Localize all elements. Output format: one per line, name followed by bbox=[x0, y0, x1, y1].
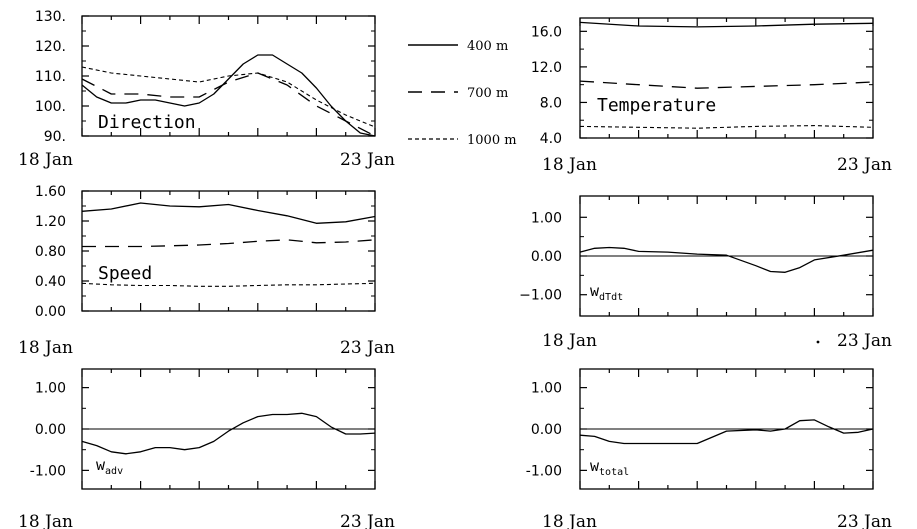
wtotal-xtick-label-start: 18 Jan bbox=[542, 512, 597, 529]
speed-series-700m bbox=[82, 239, 376, 248]
speed-ytick-label: 0.00 bbox=[35, 304, 66, 320]
wadv-xtick-label-end: 23 Jan bbox=[340, 512, 395, 529]
speed-xtick-label-end: 23 Jan bbox=[340, 338, 395, 358]
wadv-panel: 1.00 0.00 -1.00 18 Jan 23 Jan wadv bbox=[18, 368, 395, 529]
wdTdt-xtick-label-end: 23 Jan bbox=[837, 331, 892, 351]
speed-series-400m bbox=[81, 202, 376, 224]
wtotal-ytick-label: 0.00 bbox=[531, 422, 562, 438]
speed-ytick-label: 1.20 bbox=[35, 214, 66, 230]
direction-series-700m bbox=[81, 72, 376, 137]
speed-ytick-label: 1.60 bbox=[35, 184, 66, 200]
speed-frame bbox=[81, 190, 376, 312]
speed-title: Speed bbox=[98, 263, 152, 284]
legend-label-400m: 400 m bbox=[467, 39, 508, 54]
temperature-ytick-label: 16.0 bbox=[531, 24, 562, 40]
wtotal-ytick-label: -1.00 bbox=[526, 463, 562, 479]
wdTdt-xtick-label-start: 18 Jan bbox=[542, 331, 597, 351]
wdTdt-panel: 1.00 0.00 −1.00 18 Jan 23 Jan wdTdt bbox=[519, 195, 892, 351]
wtotal-panel: 1.00 0.00 -1.00 18 Jan 23 Jan wtotal bbox=[526, 368, 892, 529]
speed-ytick-label: 0.40 bbox=[35, 274, 66, 290]
temperature-ytick-label: 12.0 bbox=[531, 60, 562, 76]
direction-series-400m bbox=[81, 54, 376, 137]
legend-label-700m: 700 m bbox=[467, 86, 508, 101]
wadv-ytick-label: 0.00 bbox=[35, 422, 66, 438]
legend-label-1000m: 1000 m bbox=[467, 133, 517, 148]
wadv-series-line bbox=[81, 412, 376, 455]
stray-dot bbox=[816, 340, 820, 344]
direction-ytick-label: 110. bbox=[35, 69, 66, 85]
direction-xtick-label-end: 23 Jan bbox=[340, 150, 395, 170]
wtotal-series-line bbox=[579, 419, 874, 445]
speed-panel: 1.60 1.20 0.80 0.40 0.00 18 Jan 23 Jan Speed bbox=[18, 184, 395, 358]
temperature-title: Temperature bbox=[597, 95, 716, 116]
direction-ytick-label: 130. bbox=[35, 9, 66, 25]
temperature-series-1000m bbox=[579, 125, 874, 129]
temperature-series-400m bbox=[579, 21, 874, 28]
direction-ytick-label: 100. bbox=[35, 99, 66, 115]
speed-ytick-label: 0.80 bbox=[35, 244, 66, 260]
wtotal-xtick-label-end: 23 Jan bbox=[837, 512, 892, 529]
direction-ytick-label: 120. bbox=[35, 39, 66, 55]
temperature-series-700m bbox=[579, 80, 874, 89]
direction-panel: 130. 120. 110. 100. 90. 18 Jan 23 Jan Direction bbox=[18, 9, 395, 170]
wtotal-ytick-label: 1.00 bbox=[531, 381, 562, 397]
temperature-ytick-label: 8.0 bbox=[540, 95, 562, 111]
temperature-ytick-label: 4.0 bbox=[540, 131, 562, 147]
wtotal-title: wtotal bbox=[590, 457, 629, 478]
wadv-ytick-label: -1.00 bbox=[30, 463, 66, 479]
direction-ytick-label: 90. bbox=[44, 129, 66, 145]
legend: 400 m 700 m 1000 m bbox=[408, 39, 517, 148]
wadv-xtick-label-start: 18 Jan bbox=[18, 512, 73, 529]
wadv-ytick-label: 1.00 bbox=[35, 381, 66, 397]
wdTdt-ytick-label: 1.00 bbox=[531, 210, 562, 226]
temperature-frame bbox=[579, 17, 874, 139]
temperature-panel: 16.0 12.0 8.0 4.0 18 Jan 23 Jan Temperature bbox=[531, 17, 892, 175]
wdTdt-ytick-label: −1.00 bbox=[519, 288, 562, 304]
wdTdt-ytick-label: 0.00 bbox=[531, 249, 562, 265]
temperature-xtick-label-start: 18 Jan bbox=[542, 155, 597, 175]
direction-xtick-label-start: 18 Jan bbox=[18, 150, 73, 170]
panels: 130. 120. 110. 100. 90. 18 Jan 23 Jan Direction… bbox=[18, 9, 892, 529]
wadv-title: wadv bbox=[96, 456, 123, 477]
speed-xtick-label-start: 18 Jan bbox=[18, 338, 73, 358]
wdTdt-title: wdTdt bbox=[590, 282, 623, 303]
direction-title: Direction bbox=[98, 112, 196, 133]
wdTdt-series-line bbox=[579, 246, 874, 273]
temperature-xtick-label-end: 23 Jan bbox=[837, 155, 892, 175]
direction-series-1000m bbox=[81, 66, 376, 128]
